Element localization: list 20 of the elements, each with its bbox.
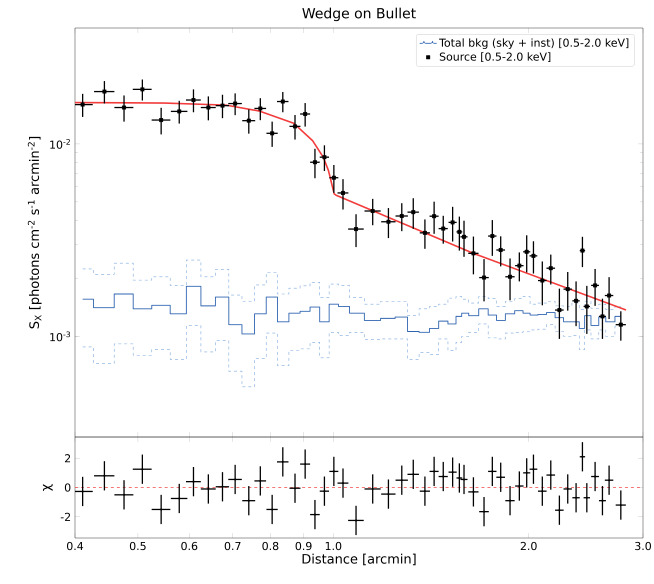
legend-label: Source [0.5-2.0 keV] bbox=[440, 52, 550, 62]
y-tick-label: 0 bbox=[64, 483, 70, 492]
x-tick-label: 0.4 bbox=[67, 542, 84, 550]
y-tick-label: -2 bbox=[60, 512, 70, 521]
y-tick-label: 10$^{-2}$ bbox=[50, 138, 70, 149]
y-tick-label: 10$^{-3}$ bbox=[50, 331, 70, 342]
text: S$_{X}$ [photons cm$^{-2}$ s$^{-1}$ arcmin$^{-2}$] bbox=[28, 136, 42, 328]
y-tick-label: 2 bbox=[64, 454, 70, 462]
x-tick-label: 0.6 bbox=[181, 542, 198, 550]
x-tick-label: 1.0 bbox=[326, 542, 342, 550]
x-tick-label: 0.5 bbox=[130, 542, 146, 550]
chart-title: Wedge on Bullet bbox=[302, 8, 416, 22]
x-tick-label: 0.7 bbox=[224, 542, 240, 550]
x-tick-label: 0.8 bbox=[262, 542, 278, 550]
x-axis-title: Distance [arcmin] bbox=[302, 554, 416, 566]
x-tick-label: 0.9 bbox=[296, 542, 312, 550]
x-tick-label: 3.0 bbox=[635, 542, 651, 550]
legend-label: Total bkg (sky + inst) [0.5-2.0 keV] bbox=[439, 38, 628, 49]
x-tick-label: 2.0 bbox=[520, 542, 537, 550]
y-axis-title: χ bbox=[42, 484, 53, 491]
